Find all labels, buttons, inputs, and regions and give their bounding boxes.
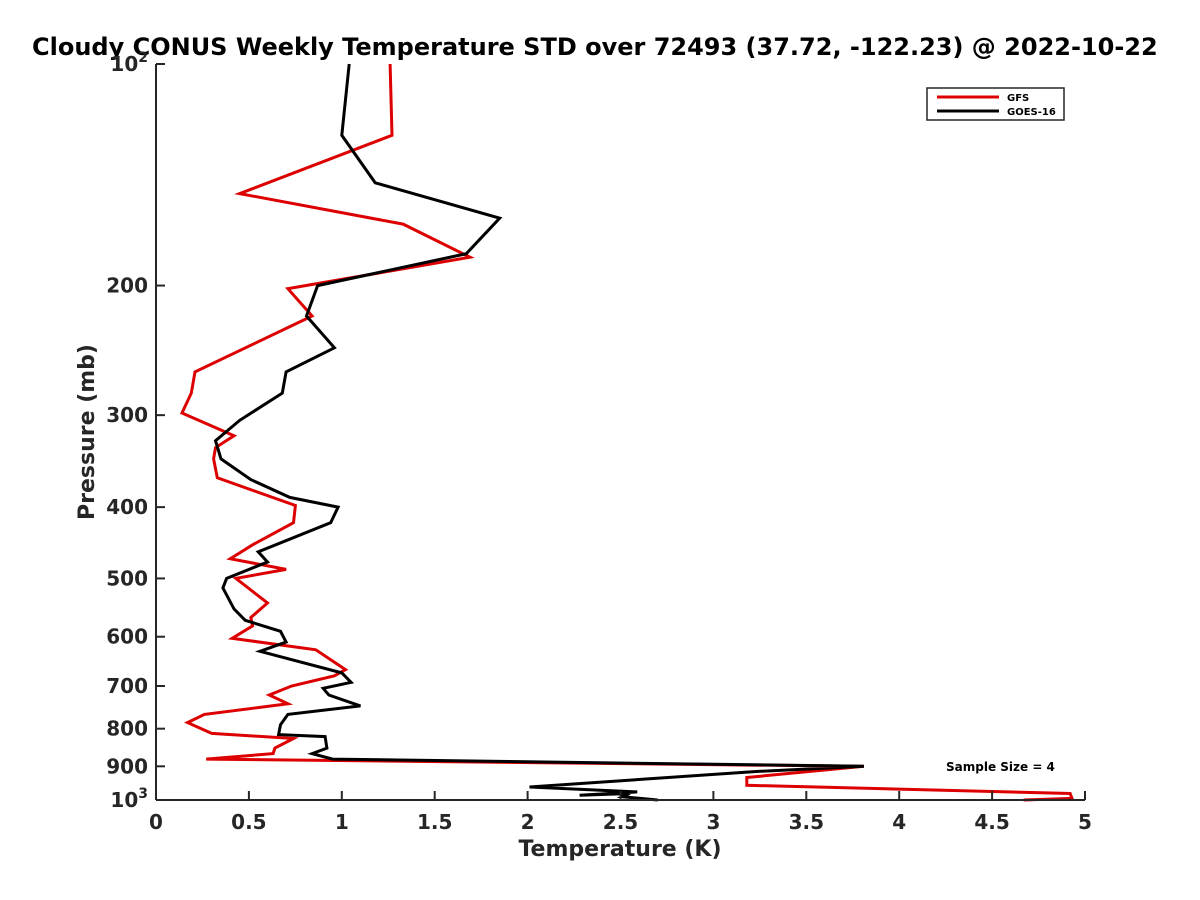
y-tick-label: 300 xyxy=(106,403,148,427)
y-tick-label: 200 xyxy=(106,274,148,298)
x-axis: 0 0.5 1 1.5 2 2.5 3 3.5 4 4.5 5 xyxy=(149,791,1092,834)
y-tick-label: 102 xyxy=(110,50,148,76)
x-tick-label: 1 xyxy=(335,810,349,834)
series-line-goes-16 xyxy=(213,63,864,802)
x-tick-label: 3.5 xyxy=(789,810,824,834)
x-tick-label: 0.5 xyxy=(231,810,266,834)
y-tick-label: 400 xyxy=(106,495,148,519)
y-tick-label: 900 xyxy=(106,754,148,778)
legend-box xyxy=(926,87,1065,121)
legend-label: GFS xyxy=(1007,93,1029,104)
y-tick-label: 700 xyxy=(106,674,148,698)
x-tick-label: 3 xyxy=(706,810,720,834)
series-line-gfs xyxy=(179,63,1075,802)
x-tick-label: 1.5 xyxy=(417,810,452,834)
sample-size-annotation: Sample Size = 4 xyxy=(946,760,1055,774)
plot-area xyxy=(179,63,1075,802)
x-tick-label: 2.5 xyxy=(603,810,638,834)
x-tick-label: 5 xyxy=(1078,810,1092,834)
x-tick-label: 4.5 xyxy=(974,810,1009,834)
x-tick-label: 0 xyxy=(149,810,163,834)
y-tick-label: 800 xyxy=(106,717,148,741)
legend-label: GOES-16 xyxy=(1007,107,1056,118)
y-axis-label: Pressure (mb) xyxy=(75,344,100,520)
x-tick-label: 4 xyxy=(892,810,906,834)
y-tick-label: 600 xyxy=(106,625,148,649)
y-axis: 102 200 300 400 500 600 700 800 900 103 xyxy=(106,50,165,812)
legend: GFS GOES-16 xyxy=(926,87,1065,121)
chart-title: Cloudy CONUS Weekly Temperature STD over… xyxy=(32,33,1158,61)
y-tick-label: 500 xyxy=(106,566,148,590)
x-tick-label: 2 xyxy=(521,810,535,834)
y-tick-label: 103 xyxy=(110,786,148,812)
x-axis-label: Temperature (K) xyxy=(518,837,721,862)
